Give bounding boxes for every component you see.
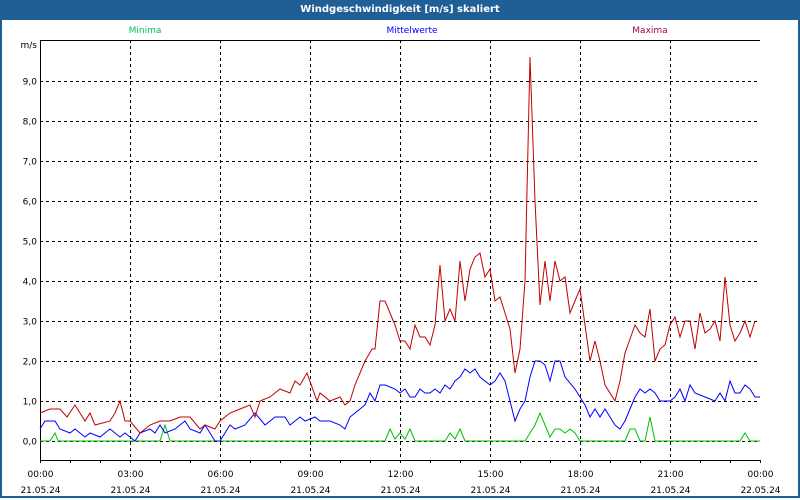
x-tick-label-date: 21.05.24 [380,486,420,496]
x-tick-label-date: 21.05.24 [200,486,240,496]
x-tick-label-time: 21:00 [658,470,684,480]
x-tick-label-date: 22.05.24 [740,486,780,496]
y-tick-label: 8,0 [23,118,38,128]
y-tick-label: 6,0 [23,198,38,208]
x-tick-label-date: 21.05.24 [560,486,600,496]
x-tick-label-time: 09:00 [298,470,324,480]
legend-maxima: Maxima [632,26,667,36]
x-tick-label-time: 06:00 [208,470,234,480]
series-line-mittelwerte [39,360,760,442]
x-tick-label-time: 00:00 [28,470,54,480]
x-tick-label-date: 21.05.24 [290,486,330,496]
legend-minima: Minima [129,26,162,36]
y-tick-label: 1,0 [23,398,38,408]
y-tick-label: 4,0 [23,278,38,288]
y-tick-label: 2,0 [23,358,38,368]
series-line-minima [40,411,760,442]
y-tick-label: 3,0 [23,318,38,328]
y-tick-label: 7,0 [23,158,38,168]
x-tick-label-time: 18:00 [568,470,594,480]
x-tick-label-time: 15:00 [478,470,504,480]
series-line-maxima [39,56,756,434]
legend-mittelwerte: Mittelwerte [386,26,437,36]
y-tick-label: 0,0 [23,438,38,448]
x-tick-label-time: 00:00 [748,470,774,480]
y-tick-label: 5,0 [23,238,38,248]
window-title: Windgeschwindigkeit [m/s] skaliert [0,0,800,20]
x-tick-label-date: 21.05.24 [20,486,60,496]
x-tick-label-time: 12:00 [388,470,414,480]
x-tick-label-date: 21.05.24 [470,486,510,496]
x-tick-label-date: 21.05.24 [110,486,150,496]
x-tick-label-date: 21.05.24 [650,486,690,496]
y-tick-label: 9,0 [23,78,38,88]
x-tick-label-time: 03:00 [118,470,144,480]
y-axis-label: m/s [21,41,38,51]
